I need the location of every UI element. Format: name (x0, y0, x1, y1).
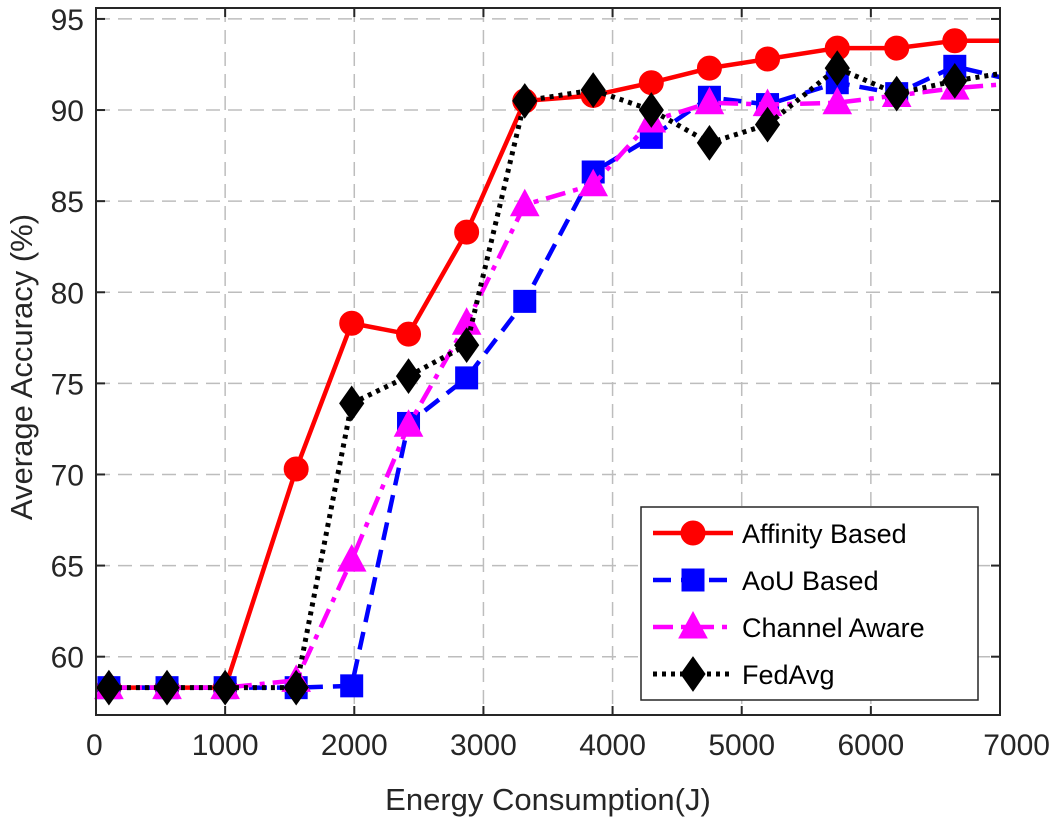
x-tick-label: 7000 (983, 729, 1050, 762)
x-tick-labels: 0 1000 2000 3000 4000 5000 6000 7000 (86, 729, 1050, 762)
data-point (455, 366, 479, 390)
legend-marker (681, 568, 705, 592)
series-fedavg (96, 50, 1001, 706)
data-point (283, 456, 309, 482)
legend-label: AoU Based (742, 566, 879, 596)
data-point (512, 83, 538, 119)
data-point (696, 124, 723, 161)
x-tick-label: 0 (86, 729, 103, 762)
data-point (754, 106, 781, 143)
x-tick-label: 1000 (192, 729, 259, 762)
data-point (580, 72, 606, 108)
data-point (154, 669, 180, 706)
legend-marker (680, 520, 706, 546)
series-line (108, 38, 1000, 690)
data-point (824, 50, 850, 86)
data-point (339, 310, 365, 336)
y-tick-label: 85 (51, 186, 84, 219)
legend: Affinity Based AoU Based Channel Aware FedA… (640, 506, 979, 701)
data-point (942, 63, 968, 99)
y-tick-label: 65 (51, 551, 84, 584)
plot-frame (95, 7, 1001, 716)
x-tick-label: 6000 (837, 729, 904, 762)
data-point (942, 28, 968, 54)
series-layer (94, 28, 1001, 706)
data-point (336, 544, 367, 572)
data-point (638, 70, 664, 96)
series-line (108, 82, 1001, 690)
legend-label: Affinity Based (742, 519, 907, 549)
y-tick-label: 90 (51, 95, 84, 128)
axis-ticks (95, 8, 1001, 715)
data-point (696, 55, 722, 81)
data-point (454, 327, 480, 363)
y-axis-title: Average Accuracy (%) (4, 214, 39, 520)
series-line (108, 65, 1001, 691)
legend-label: FedAvg (742, 660, 835, 690)
x-tick-label: 4000 (579, 729, 646, 762)
x-tick-label: 3000 (450, 729, 517, 762)
y-tick-label: 80 (51, 277, 84, 310)
y-tick-label: 95 (51, 4, 84, 37)
data-point (884, 35, 910, 61)
data-point (509, 188, 540, 217)
data-point (755, 46, 781, 72)
data-point (396, 321, 422, 347)
data-point (212, 669, 238, 706)
y-tick-labels: 60 65 70 75 80 85 90 95 (51, 4, 84, 675)
data-point (638, 92, 664, 128)
data-point (395, 358, 422, 394)
legend-marker (680, 656, 706, 692)
x-axis-title: Energy Consumption(J) (385, 782, 711, 817)
data-point (513, 289, 537, 313)
data-point (393, 409, 424, 437)
x-tick-label: 2000 (321, 729, 388, 762)
data-point (340, 674, 364, 698)
data-point (578, 168, 609, 197)
data-point (454, 219, 480, 245)
data-point (96, 669, 122, 706)
x-tick-label: 5000 (708, 729, 775, 762)
y-tick-label: 60 (51, 642, 84, 675)
data-point (884, 75, 910, 112)
data-point (822, 86, 853, 115)
y-tick-label: 70 (51, 459, 84, 492)
data-point (694, 86, 725, 115)
data-point (339, 385, 365, 422)
legend-marker (678, 610, 708, 639)
y-tick-label: 75 (51, 368, 84, 401)
legend-label: Channel Aware (742, 613, 925, 643)
series-line (108, 64, 1001, 690)
data-point (283, 669, 309, 706)
